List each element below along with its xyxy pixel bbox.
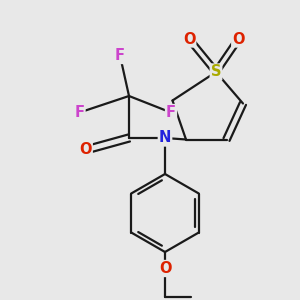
Text: O: O <box>79 142 92 158</box>
Text: F: F <box>115 48 125 63</box>
Text: O: O <box>183 32 195 46</box>
Text: O: O <box>232 32 245 46</box>
Text: N: N <box>159 130 171 146</box>
Text: S: S <box>211 64 221 80</box>
Text: F: F <box>74 105 85 120</box>
Text: O: O <box>159 261 171 276</box>
Text: F: F <box>166 105 176 120</box>
